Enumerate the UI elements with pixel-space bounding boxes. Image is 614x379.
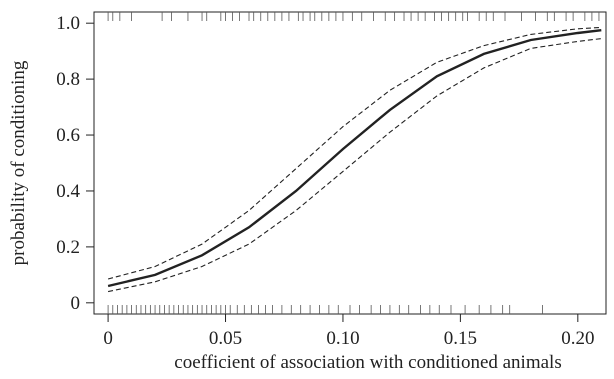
x-tick-label: 0.15 (444, 328, 477, 349)
series-layer (107, 26, 602, 293)
y-tick-label: 0.8 (56, 69, 80, 90)
lower-ci-curve (107, 38, 602, 293)
fitted-curve (107, 29, 602, 288)
y-tick-label: 0.4 (56, 181, 80, 202)
x-axis-title: coefficient of association with conditio… (174, 352, 561, 373)
rug-top (107, 12, 600, 21)
x-tick-label: 0.20 (561, 328, 594, 349)
y-tick-label: 1.0 (56, 13, 80, 34)
y-axis-title: probability of conditioning (8, 60, 29, 265)
upper-ci-curve (107, 26, 602, 280)
x-tick-label: 0 (103, 328, 113, 349)
y-axis: 0 0.2 0.4 0.6 0.8 1.0 (56, 13, 94, 314)
rug-bottom (107, 305, 543, 314)
y-tick-label: 0.2 (56, 237, 80, 258)
x-axis: 0 0.05 0.10 0.15 0.20 (103, 314, 594, 349)
x-tick-label: 0.10 (326, 328, 359, 349)
y-tick-label: 0.6 (56, 125, 80, 146)
y-tick-label: 0 (71, 293, 81, 314)
x-tick-label: 0.05 (209, 328, 242, 349)
